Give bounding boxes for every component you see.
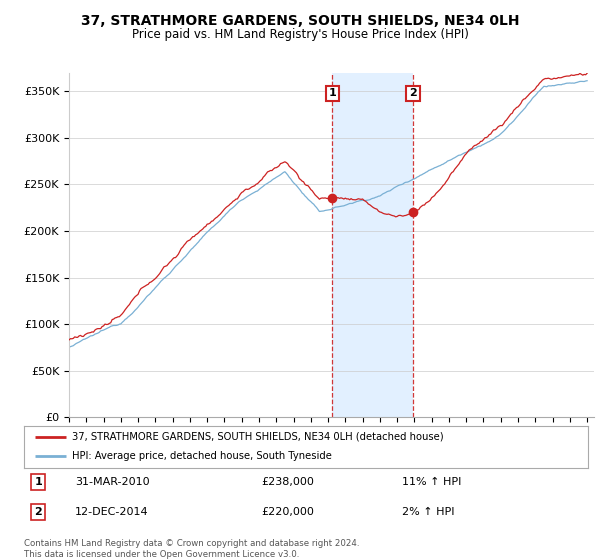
Text: HPI: Average price, detached house, South Tyneside: HPI: Average price, detached house, Sout… <box>72 451 332 461</box>
Text: 12-DEC-2014: 12-DEC-2014 <box>75 507 148 517</box>
Text: 37, STRATHMORE GARDENS, SOUTH SHIELDS, NE34 0LH (detached house): 37, STRATHMORE GARDENS, SOUTH SHIELDS, N… <box>72 432 443 442</box>
Text: Contains HM Land Registry data © Crown copyright and database right 2024.
This d: Contains HM Land Registry data © Crown c… <box>24 539 359 559</box>
Bar <box>332 73 413 417</box>
Text: 2% ↑ HPI: 2% ↑ HPI <box>402 507 454 517</box>
Text: 2: 2 <box>34 507 42 517</box>
Text: 37, STRATHMORE GARDENS, SOUTH SHIELDS, NE34 0LH: 37, STRATHMORE GARDENS, SOUTH SHIELDS, N… <box>81 14 519 28</box>
Text: 11% ↑ HPI: 11% ↑ HPI <box>402 477 461 487</box>
Text: £220,000: £220,000 <box>261 507 314 517</box>
Text: 1: 1 <box>34 477 42 487</box>
Text: 31-MAR-2010: 31-MAR-2010 <box>75 477 149 487</box>
Text: 2: 2 <box>409 88 417 98</box>
Text: Price paid vs. HM Land Registry's House Price Index (HPI): Price paid vs. HM Land Registry's House … <box>131 28 469 41</box>
Text: 1: 1 <box>328 88 336 98</box>
Text: £238,000: £238,000 <box>261 477 314 487</box>
